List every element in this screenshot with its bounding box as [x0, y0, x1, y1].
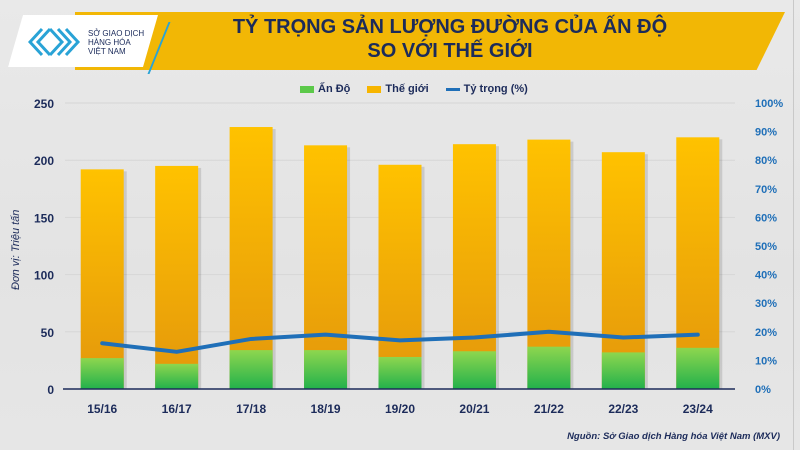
legend: Ấn Độ Thế giới Tỷ trọng (%) — [300, 83, 528, 95]
legend-swatch-green — [300, 85, 314, 93]
y-tick-left: 0 — [47, 383, 54, 397]
y-tick-left: 100 — [34, 269, 54, 283]
title-line-2: SO VỚI THẾ GIỚI — [367, 40, 533, 62]
bar-world — [676, 137, 720, 389]
y-tick-right: 50% — [755, 241, 777, 253]
y-tick-right: 40% — [755, 270, 777, 282]
bar-india — [229, 350, 273, 389]
x-tick-label: 16/17 — [162, 402, 192, 416]
x-tick-label: 21/22 — [534, 402, 564, 416]
legend-label: Thế giới — [385, 83, 429, 95]
x-tick-label: 15/16 — [87, 402, 117, 416]
mxv-logo-icon — [28, 27, 81, 57]
logo-text-line: HÀNG HÓA — [88, 38, 131, 47]
logo-text: SỞ GIAO DỊCH HÀNG HÓA VIỆT NAM — [88, 29, 144, 56]
bar-world — [155, 165, 199, 389]
y-tick-left: 150 — [34, 211, 54, 225]
bar-world — [452, 144, 496, 389]
legend-swatch-line — [445, 87, 460, 91]
logo-text-line: SỞ GIAO DỊCH — [88, 29, 145, 38]
bar-india — [304, 350, 348, 389]
x-tick-label: 23/24 — [683, 402, 713, 416]
y-tick-left: 250 — [34, 97, 54, 111]
y-tick-right: 100% — [755, 98, 783, 110]
x-tick-label: 19/20 — [385, 402, 415, 416]
y-tick-right: 20% — [755, 327, 777, 339]
y-tick-left: 200 — [34, 154, 54, 168]
bar-world — [378, 164, 422, 389]
y-tick-right: 80% — [755, 155, 777, 167]
source-note: Nguồn: Sở Giao dịch Hàng hóa Việt Nam (M… — [567, 431, 780, 442]
legend-swatch-orange — [367, 85, 382, 93]
x-tick-label: 20/21 — [459, 402, 489, 416]
y-tick-right: 30% — [755, 298, 777, 310]
bar-world — [601, 152, 645, 389]
y-tick-right: 60% — [755, 212, 777, 224]
title-banner — [75, 12, 785, 70]
bar-world — [80, 169, 124, 389]
legend-item-share: Tỷ trọng (%) — [445, 83, 528, 95]
chart-title: TỶ TRỌNG SẢN LƯỢNG ĐƯỜNG CỦA ẤN ĐỘ SO VỚ… — [170, 15, 730, 63]
bar-india — [378, 356, 422, 389]
logo — [8, 15, 158, 67]
bar-india — [601, 352, 645, 389]
x-tick-label: 22/23 — [608, 402, 638, 416]
logo-text-line: VIỆT NAM — [88, 47, 126, 56]
legend-item-india: Ấn Độ — [300, 83, 350, 95]
x-tick-label: 18/19 — [311, 402, 341, 416]
y-tick-right: 10% — [755, 355, 777, 367]
legend-item-world: Thế giới — [367, 83, 429, 95]
share-line — [100, 329, 700, 354]
y-tick-right: 0% — [755, 384, 771, 396]
bar-india — [155, 363, 199, 389]
bar-india — [452, 351, 496, 389]
y-tick-right: 90% — [755, 127, 777, 139]
legend-label: Tỷ trọng (%) — [463, 83, 528, 95]
title-line-1: TỶ TRỌNG SẢN LƯỢNG ĐƯỜNG CỦA ẤN ĐỘ — [232, 16, 668, 38]
bar-india — [527, 346, 571, 389]
bar-world — [304, 145, 348, 389]
y-tick-left: 50 — [41, 326, 55, 340]
bar-india — [80, 358, 124, 389]
legend-label: Ấn Độ — [318, 83, 351, 95]
bar-world — [229, 127, 273, 390]
x-tick-label: 17/18 — [236, 402, 266, 416]
bar-india — [676, 347, 720, 389]
y-tick-right: 70% — [755, 184, 777, 196]
